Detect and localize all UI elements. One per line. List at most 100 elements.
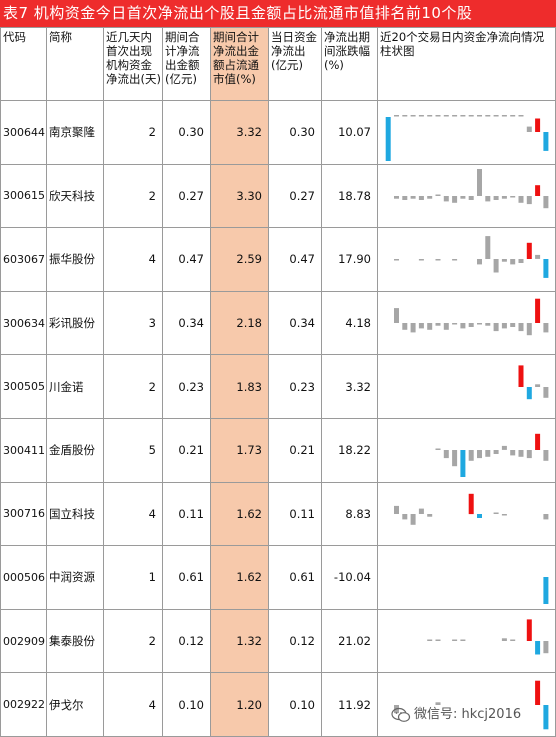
flow-bar xyxy=(468,115,474,117)
flow-bar xyxy=(435,115,441,117)
flow-bar xyxy=(518,195,524,203)
flow-bar xyxy=(435,448,441,451)
cell-ratio: 1.20 xyxy=(210,672,269,737)
flow-bar xyxy=(460,450,466,478)
flow-bar xyxy=(427,513,433,517)
flow-bar xyxy=(402,323,408,330)
flow-bar xyxy=(427,639,433,642)
flow-bar xyxy=(526,126,532,133)
flow-bar xyxy=(543,323,549,333)
header-code: 代码 xyxy=(0,27,47,101)
header-row: 代码 简称 近几天内首次出现机构资金净流出(天) 期间合计净流出金额(亿元) 期… xyxy=(0,27,556,101)
flow-bar xyxy=(410,195,416,199)
flow-bar xyxy=(460,195,466,199)
header-change: 净流出期间涨跌幅(%) xyxy=(321,27,378,101)
table-row: 002909 集泰股份 2 0.12 1.32 0.12 21.02 xyxy=(0,608,556,674)
table-row: 300505 川金诺 2 0.23 1.83 0.23 3.32 xyxy=(0,354,556,419)
flow-bar xyxy=(443,195,449,202)
flow-bar xyxy=(418,259,424,261)
flow-bar xyxy=(526,243,532,260)
cell-mini-chart xyxy=(377,608,556,674)
net-flow-mini-chart xyxy=(543,577,549,605)
flow-bar xyxy=(535,383,541,387)
flow-bar xyxy=(477,323,482,325)
flow-bar xyxy=(501,259,507,263)
flow-bar xyxy=(435,323,441,326)
cell-code: 300634 xyxy=(0,290,47,356)
cell-days: 1 xyxy=(103,545,163,610)
cell-mini-chart xyxy=(377,100,556,165)
flow-bar xyxy=(543,513,549,520)
flow-bar xyxy=(410,323,416,333)
cell-today: 0.61 xyxy=(268,545,322,610)
flow-bar xyxy=(468,450,474,462)
cell-code: 300505 xyxy=(0,354,47,419)
flow-bar xyxy=(501,115,507,117)
cell-change: -10.04 xyxy=(321,545,378,610)
flow-bar xyxy=(402,513,408,520)
wechat-icon xyxy=(391,707,411,722)
table-row: 000506 中润资源 1 0.61 1.62 0.61 -10.04 xyxy=(0,545,556,610)
cell-code: 002922 xyxy=(0,672,47,737)
cell-name: 集泰股份 xyxy=(46,608,104,674)
flow-bar xyxy=(501,638,507,642)
cell-mini-chart xyxy=(377,290,556,356)
cell-ratio: 1.32 xyxy=(210,608,269,674)
net-flow-mini-chart xyxy=(394,236,549,279)
cell-days: 3 xyxy=(103,290,163,356)
header-amount: 期间合计净流出金额(亿元) xyxy=(162,27,211,101)
cell-days: 4 xyxy=(103,481,163,547)
flow-bar xyxy=(485,115,491,117)
flow-bar xyxy=(394,115,399,117)
cell-name: 振华股份 xyxy=(46,227,104,292)
flow-bar xyxy=(468,195,474,200)
cell-change: 3.32 xyxy=(321,354,378,419)
flow-bar xyxy=(460,323,466,329)
cell-ratio: 1.73 xyxy=(210,417,269,483)
cell-amount: 0.11 xyxy=(162,481,211,547)
flow-bar xyxy=(510,115,516,117)
flow-bar xyxy=(493,323,499,332)
cell-code: 300644 xyxy=(0,100,47,165)
flow-bar xyxy=(452,450,458,467)
flow-bar xyxy=(493,512,499,514)
flow-bar xyxy=(543,577,549,605)
cell-days: 4 xyxy=(103,227,163,292)
flow-bar xyxy=(526,386,532,399)
watermark-text: 微信号: hkcj2016 xyxy=(414,707,522,722)
flow-bar xyxy=(418,508,424,514)
cell-today: 0.21 xyxy=(268,417,322,483)
flow-bar xyxy=(394,259,399,261)
flow-bar xyxy=(410,115,416,117)
flow-bar xyxy=(518,365,524,387)
flow-bar xyxy=(452,115,458,117)
cell-days: 2 xyxy=(103,163,163,229)
cell-change: 17.90 xyxy=(321,227,378,292)
flow-bar xyxy=(501,195,507,199)
cell-ratio: 2.18 xyxy=(210,290,269,356)
data-table: 代码 简称 近几天内首次出现机构资金净流出(天) 期间合计净流出金额(亿元) 期… xyxy=(0,27,556,737)
cell-code: 000506 xyxy=(0,545,47,610)
cell-change: 21.02 xyxy=(321,608,378,674)
flow-bar xyxy=(485,195,491,202)
flow-bar xyxy=(427,115,433,117)
header-chart: 近20个交易日内资金净流向情况柱状图 xyxy=(377,27,556,101)
cell-today: 0.12 xyxy=(268,608,322,674)
cell-days: 5 xyxy=(103,417,163,483)
flow-bar xyxy=(435,194,441,196)
flow-bar xyxy=(477,259,482,265)
net-flow-mini-chart xyxy=(394,493,549,525)
flow-bar xyxy=(452,323,458,325)
flow-bar xyxy=(485,236,491,260)
cell-mini-chart xyxy=(377,417,556,483)
cell-amount: 0.10 xyxy=(162,672,211,737)
flow-bar xyxy=(452,259,458,261)
table-row: 300411 金盾股份 5 0.21 1.73 0.21 18.22 xyxy=(0,417,556,483)
table-row: 300634 彩讯股份 3 0.34 2.18 0.34 4.18 xyxy=(0,290,556,356)
flow-bar xyxy=(402,195,408,200)
flow-bar xyxy=(468,493,474,514)
flow-bar xyxy=(477,168,482,196)
flow-bar xyxy=(418,195,424,200)
header-today: 当日资金净流出(亿元) xyxy=(268,27,322,101)
cell-mini-chart xyxy=(377,545,556,610)
